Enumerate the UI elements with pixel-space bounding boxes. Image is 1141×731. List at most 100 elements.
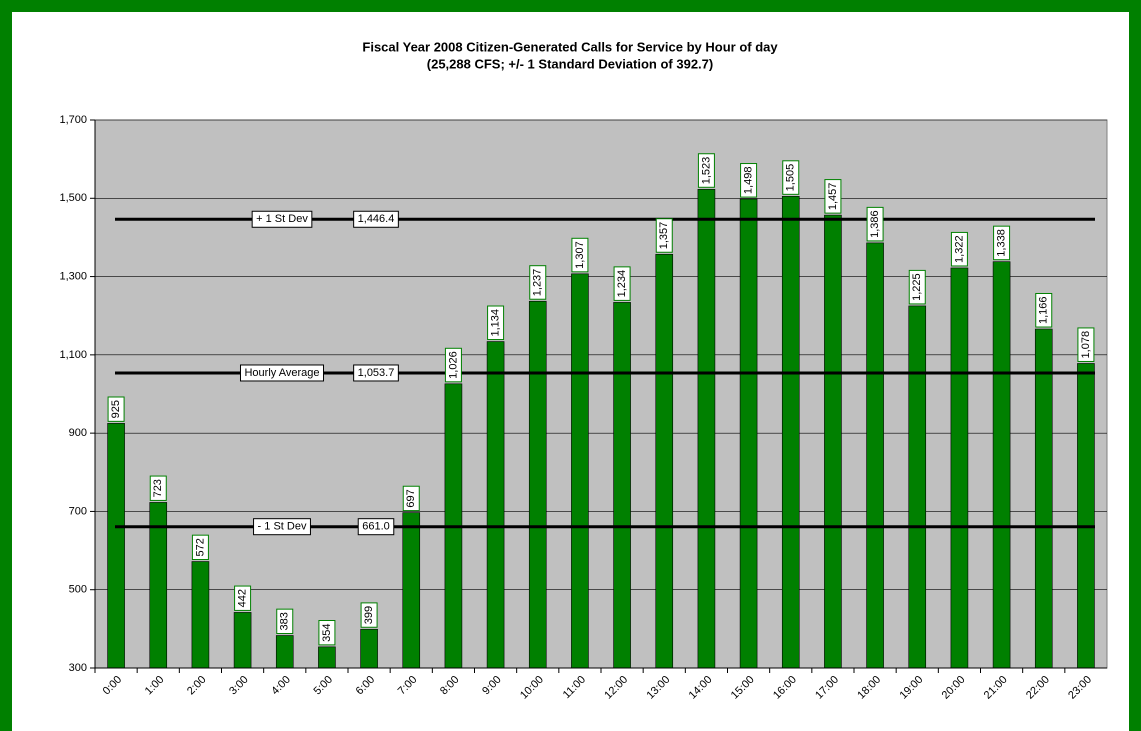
value-label: 1,386 — [866, 206, 884, 242]
value-label: 1,505 — [782, 160, 800, 195]
value-label-box — [824, 179, 842, 214]
value-label: 1,498 — [740, 163, 758, 198]
bar — [866, 242, 884, 669]
value-label-box — [149, 475, 167, 501]
value-label: 1,166 — [1035, 292, 1053, 328]
value-label-box — [613, 266, 631, 301]
value-label: 1,457 — [824, 179, 842, 214]
bar — [107, 423, 125, 669]
value-label-text: 1,234 — [616, 270, 628, 298]
value-label-text: 399 — [363, 606, 375, 624]
value-label-box — [276, 608, 294, 635]
value-label: 1,357 — [655, 218, 673, 253]
value-label-box — [908, 269, 926, 305]
y-tick-label: 1,100 — [59, 349, 87, 361]
bar — [275, 635, 294, 669]
reference-value-box — [353, 210, 399, 228]
chart-title: Fiscal Year 2008 Citizen-Generated Calls… — [362, 39, 778, 54]
value-label: 697 — [402, 485, 420, 512]
bar — [1077, 363, 1095, 669]
value-label-box — [571, 237, 589, 273]
value-label: 399 — [360, 602, 378, 628]
value-label-text: 354 — [321, 624, 333, 642]
value-label-text: 1,523 — [700, 157, 712, 185]
bar — [655, 253, 674, 669]
value-label-box — [1035, 292, 1053, 328]
bar — [1034, 328, 1053, 669]
reference-value: 1,446.4 — [358, 213, 395, 225]
value-label-text: 1,237 — [532, 269, 544, 297]
value-label-text: 1,225 — [911, 273, 923, 301]
value-label: 572 — [191, 534, 209, 561]
value-label: 723 — [149, 475, 167, 501]
reference-label-box — [239, 364, 325, 382]
value-label-box — [487, 305, 505, 341]
y-tick-label: 300 — [69, 662, 87, 674]
value-label: 1,322 — [950, 231, 968, 267]
value-label-text: 442 — [236, 589, 248, 607]
y-tick-label: 1,700 — [59, 114, 87, 126]
value-label: 1,134 — [487, 305, 505, 341]
value-label-text: 1,386 — [869, 210, 881, 238]
bar — [950, 267, 969, 669]
value-label-box — [234, 585, 252, 611]
value-label: 1,078 — [1077, 327, 1095, 362]
value-label-text: 723 — [152, 479, 164, 497]
value-label-box — [107, 396, 125, 422]
reference-value: 1,053.7 — [358, 367, 395, 379]
value-label-box — [866, 206, 884, 242]
bar — [528, 300, 547, 669]
chart-subtitle: (25,288 CFS; +/- 1 Standard Deviation of… — [427, 56, 713, 71]
value-label: 1,237 — [529, 265, 547, 300]
bar — [613, 302, 631, 669]
value-label-text: 1,307 — [574, 241, 586, 269]
bar — [908, 305, 927, 669]
value-label-text: 1,322 — [953, 235, 965, 263]
value-label-box — [697, 153, 715, 188]
value-label: 1,523 — [697, 153, 715, 188]
value-label-box — [191, 534, 209, 561]
bar — [824, 214, 842, 669]
reference-label-box — [253, 518, 311, 536]
bar — [992, 261, 1011, 669]
reference-label-box — [251, 210, 313, 228]
value-label-box — [529, 265, 547, 300]
value-label-text: 1,505 — [785, 164, 797, 192]
reference-value-box — [357, 518, 395, 536]
value-label-box — [444, 347, 462, 383]
value-label: 442 — [234, 585, 252, 611]
value-label-text: 1,457 — [827, 183, 839, 211]
bar — [571, 273, 589, 669]
bar — [486, 341, 505, 669]
value-label-box — [655, 218, 673, 253]
value-label-text: 1,498 — [742, 167, 754, 195]
bar — [233, 612, 252, 669]
value-label: 925 — [107, 396, 125, 422]
reference-label: - 1 St Dev — [258, 521, 307, 533]
bar — [697, 188, 716, 669]
y-tick-label: 1,300 — [59, 270, 87, 282]
value-label-box — [740, 163, 758, 198]
y-tick-label: 900 — [69, 427, 87, 439]
bar — [781, 196, 800, 669]
reference-value: 661.0 — [362, 521, 390, 533]
value-label-box — [318, 620, 336, 646]
bar — [191, 561, 210, 669]
value-label: 383 — [276, 608, 294, 635]
value-label-text: 1,026 — [447, 351, 459, 379]
reference-label: + 1 St Dev — [256, 213, 308, 225]
value-label: 354 — [318, 620, 336, 646]
value-label-text: 383 — [279, 612, 291, 630]
y-tick-label: 500 — [69, 584, 87, 596]
y-tick-label: 1,500 — [59, 192, 87, 204]
y-tick-label: 700 — [69, 505, 87, 517]
bar — [318, 646, 336, 669]
value-label-text: 1,338 — [995, 229, 1007, 257]
bar — [402, 512, 421, 669]
reference-label: Hourly Average — [244, 367, 319, 379]
reference-value-box — [353, 364, 399, 382]
bar — [360, 628, 378, 669]
value-label-text: 697 — [405, 489, 417, 507]
bar — [739, 198, 758, 669]
